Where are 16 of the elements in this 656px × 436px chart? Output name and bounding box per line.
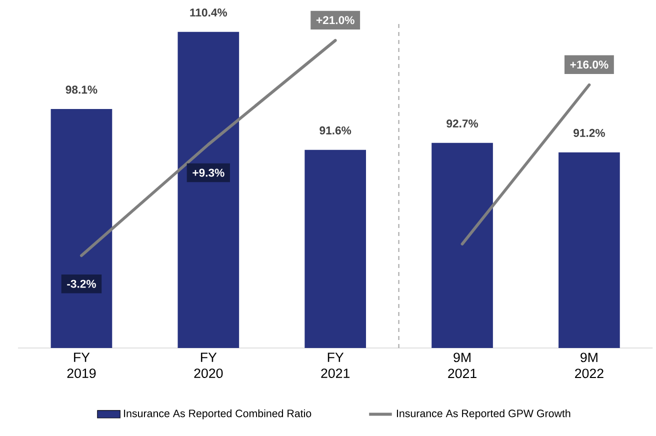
data-label: +16.0% bbox=[570, 60, 608, 69]
x-tick-label: 9M 2022 bbox=[575, 352, 604, 378]
legend-label: Insurance As Reported Combined Ratio bbox=[124, 409, 312, 420]
data-label: 91.2% bbox=[574, 128, 605, 137]
x-tick-label: FY 2019 bbox=[67, 352, 96, 378]
legend-label: Insurance As Reported GPW Growth bbox=[396, 409, 570, 420]
data-label: 91.6% bbox=[320, 126, 352, 134]
data-label: -3.2% bbox=[67, 280, 96, 288]
x-tick-label: FY 2020 bbox=[194, 352, 223, 378]
data-label: 98.1% bbox=[66, 86, 98, 94]
data-label: 92.7% bbox=[446, 120, 478, 128]
data-label: +9.3% bbox=[192, 168, 224, 177]
data-label: +21.0% bbox=[316, 16, 354, 24]
x-tick-label: 9M 2021 bbox=[448, 352, 476, 378]
x-tick-label: FY 2021 bbox=[321, 352, 350, 378]
data-label: 110.4% bbox=[190, 8, 228, 17]
